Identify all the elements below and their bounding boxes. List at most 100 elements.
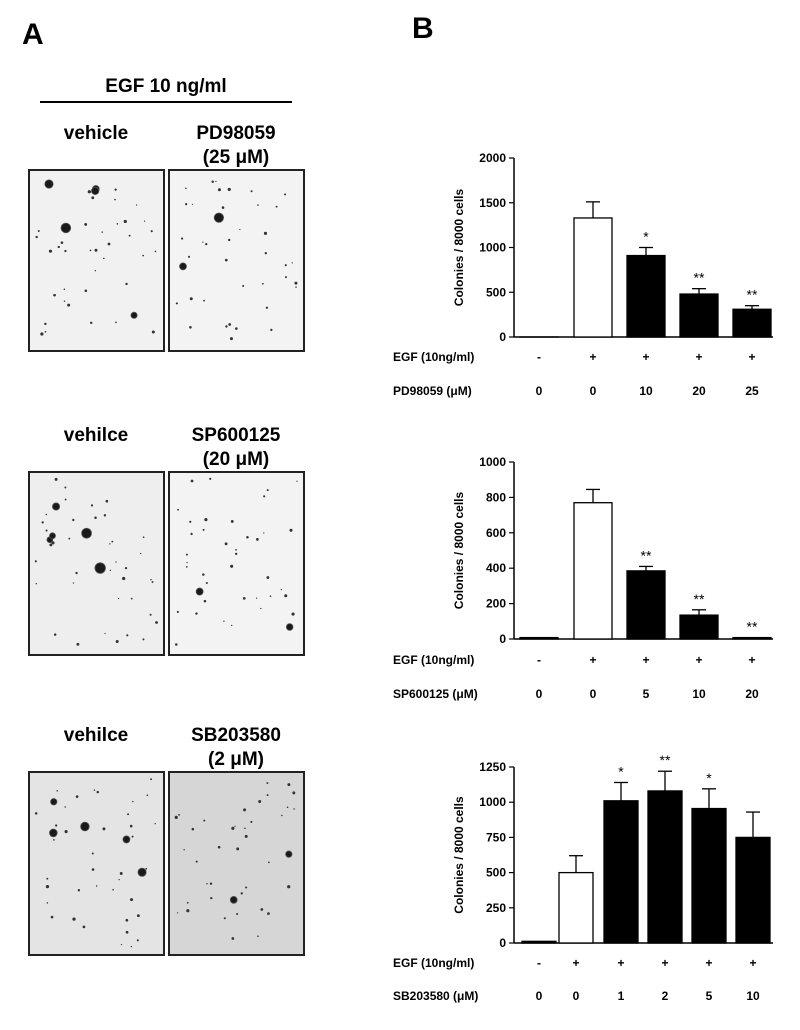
condition-row-label: PD98059 (μM): [393, 384, 472, 398]
colony-dot: [34, 812, 38, 815]
colony-dot: [231, 826, 235, 830]
panel-a-letter: A: [22, 18, 44, 51]
colony-dot: [266, 782, 269, 785]
colony-dot: [53, 293, 56, 297]
colony-dot: [136, 914, 140, 918]
colony-dot: [151, 581, 154, 583]
colony-dot: [150, 230, 153, 233]
colony-dot: [104, 632, 106, 635]
colony-dot: [55, 824, 58, 827]
colony-dot: [244, 827, 246, 830]
condition-row-label: SB203580 (μM): [393, 989, 478, 1003]
colony-dot: [60, 241, 64, 244]
colony-dot: [57, 245, 60, 249]
colony-dot: [185, 553, 188, 556]
egf-header: EGF 10 ng/ml: [105, 76, 227, 97]
colony-dot: [87, 190, 91, 194]
colony-dot: [67, 303, 71, 307]
y-tick-label: 500: [486, 866, 506, 880]
colony-dot: [122, 576, 126, 581]
colony-dot: [215, 180, 217, 183]
condition-value: +: [589, 653, 596, 667]
colony-dot: [146, 794, 149, 797]
condition-value: +: [572, 956, 579, 970]
colony-dot: [75, 795, 79, 798]
colony-dot: [114, 188, 117, 191]
colony-dot: [284, 193, 287, 196]
colony-large: [195, 587, 204, 596]
y-tick-label: 0: [499, 936, 506, 950]
bar: [732, 308, 772, 338]
colony-dot: [91, 852, 94, 855]
egf-header-rule: [40, 101, 292, 103]
condition-row-label: EGF (10ng/ml): [393, 350, 474, 364]
condition-value: 10: [639, 384, 653, 398]
bar: [573, 217, 613, 338]
colony-dot: [234, 552, 238, 556]
condition-value: 0: [573, 989, 580, 1003]
y-tick-label: 600: [486, 526, 506, 540]
colony-dot: [189, 520, 192, 523]
colony-dot: [223, 620, 225, 622]
colony-dot: [183, 849, 185, 851]
colony-texture: [30, 773, 163, 954]
colony-dot: [77, 889, 81, 892]
colony-dot: [228, 323, 232, 326]
colony-dot: [103, 514, 107, 517]
colony-dot: [102, 827, 106, 831]
significance-marker: *: [618, 763, 624, 779]
colony-large: [285, 850, 293, 858]
colony-dot: [46, 877, 49, 880]
colony-texture: [30, 473, 163, 654]
colony-dot: [64, 806, 66, 808]
y-tick-label: 800: [486, 490, 506, 504]
colony-dot: [118, 878, 120, 881]
colony-dot: [76, 642, 80, 646]
colony-dot: [41, 521, 44, 524]
colony-dot: [257, 204, 259, 206]
bar: [558, 871, 594, 944]
colony-dot: [96, 790, 99, 794]
colony-dot: [94, 269, 97, 272]
y-tick-label: 1000: [479, 455, 506, 469]
colony-dot: [223, 917, 226, 920]
colony-dot: [255, 537, 259, 541]
colony-dot: [142, 536, 145, 539]
colony-dot: [250, 820, 253, 824]
bar: [732, 636, 772, 640]
bar: [691, 807, 727, 944]
y-tick-label: 1000: [479, 241, 506, 255]
colony-dot: [287, 885, 291, 889]
significance-marker: **: [694, 591, 705, 607]
colony-large: [179, 262, 187, 271]
bar: [735, 836, 771, 944]
colony-large: [91, 186, 100, 195]
y-tick-label: 400: [486, 561, 506, 575]
row3-right-label-line1: SB203580: [191, 725, 281, 746]
colony-dot: [190, 532, 193, 536]
colony-dot: [139, 552, 142, 555]
colony-dot: [257, 935, 259, 937]
condition-value: 20: [692, 384, 706, 398]
colony-dot: [202, 573, 205, 576]
condition-value: 5: [643, 687, 650, 701]
colony-dot: [175, 302, 178, 305]
colony-texture: [30, 171, 163, 350]
condition-value: 10: [692, 687, 706, 701]
y-tick-label: 0: [499, 330, 506, 344]
colony-dot: [125, 930, 129, 934]
colony-dot: [209, 477, 212, 480]
colony-dot: [116, 223, 119, 225]
condition-value: +: [661, 956, 668, 970]
colony-dot: [235, 549, 237, 551]
significance-marker: **: [694, 270, 705, 286]
colony-dot: [82, 925, 86, 929]
colony-dot: [230, 564, 234, 568]
colony-dot: [64, 249, 67, 253]
y-tick-label: 500: [486, 285, 506, 299]
significance-marker: **: [747, 619, 758, 635]
colony-dot: [89, 249, 92, 252]
colony-dot: [264, 252, 267, 255]
colony-dot: [112, 888, 114, 891]
